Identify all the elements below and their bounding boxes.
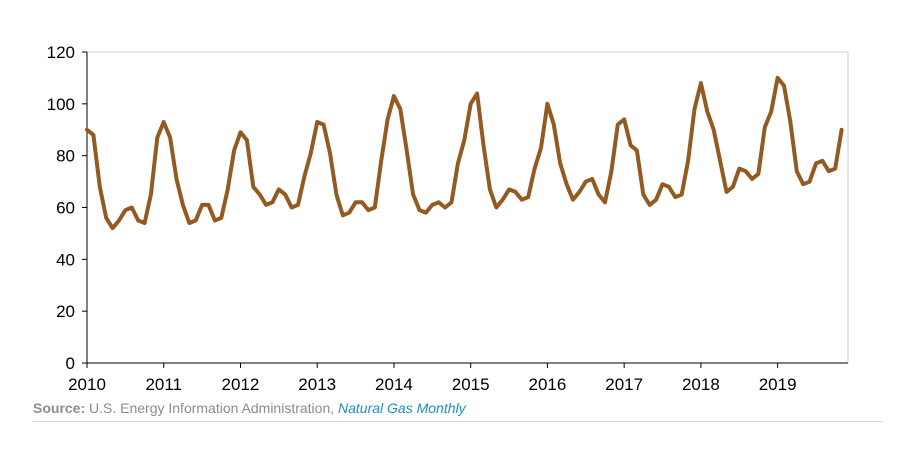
source-publication-link[interactable]: Natural Gas Monthly [338, 400, 466, 416]
x-tick-label: 2016 [529, 375, 567, 394]
source-text: U.S. Energy Information Administration, [85, 400, 339, 416]
x-axis: 2010 2011 2012 2013 2014 2015 2016 2017 2018 2019 [68, 363, 797, 394]
y-tick-label: 60 [56, 199, 75, 218]
x-tick-label: 2018 [682, 375, 720, 394]
source-label: Source: [33, 400, 86, 416]
y-tick-label: 100 [47, 95, 75, 114]
x-tick-label: 2013 [298, 375, 336, 394]
y-tick-label: 40 [56, 250, 75, 269]
y-tick-label: 80 [56, 147, 75, 166]
x-tick-label: 2019 [759, 375, 797, 394]
x-tick-label: 2011 [145, 375, 182, 394]
x-tick-label: 2017 [605, 375, 643, 394]
x-tick-label: 2010 [68, 375, 106, 394]
divider [33, 421, 883, 422]
x-tick-label: 2014 [375, 375, 413, 394]
line-chart: 0 20 40 60 80 100 120 2010 2011 2012 2013 2014 2015… [47, 43, 849, 394]
y-tick-label: 20 [56, 302, 75, 321]
x-tick-label: 2012 [222, 375, 260, 394]
y-tick-label: 120 [47, 43, 75, 62]
y-axis: 0 20 40 60 80 100 120 [47, 43, 87, 373]
source-note: Source: U.S. Energy Information Administ… [33, 400, 466, 416]
series-group [85, 75, 844, 231]
series-line [85, 75, 844, 231]
y-tick-label: 0 [66, 354, 75, 373]
x-tick-label: 2015 [452, 375, 490, 394]
